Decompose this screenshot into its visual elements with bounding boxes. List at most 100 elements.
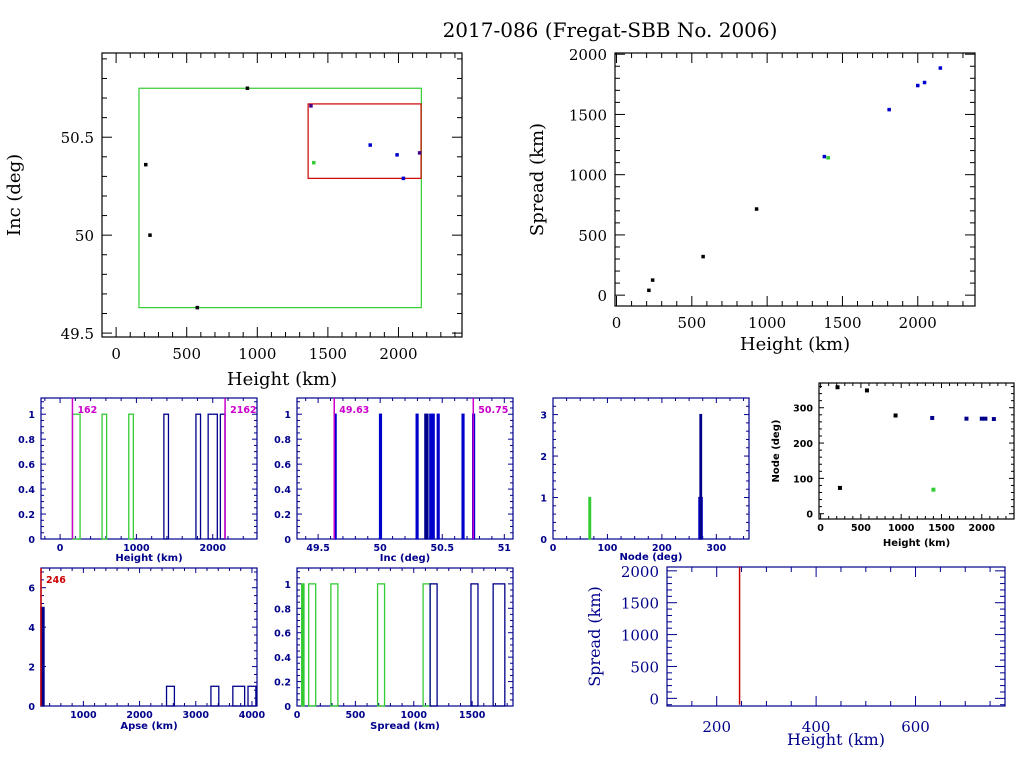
x-tick-label: 2000 (969, 523, 996, 534)
histogram-bar (210, 685, 220, 707)
x-tick-label: 0 (612, 314, 622, 332)
data-point (826, 156, 830, 160)
x-tick-label: 200 (702, 718, 731, 736)
histogram-bar (470, 583, 479, 707)
y-tick-label: 2000 (621, 563, 659, 581)
data-point (701, 254, 705, 259)
x-tick-label: 1000 (123, 543, 150, 554)
histogram-bar (165, 685, 176, 707)
x-tick-label: 49.5 (306, 543, 329, 554)
histogram-bar (128, 413, 135, 540)
x-axis-label: Height (km) (883, 538, 950, 549)
x-tick-label: 1500 (459, 710, 486, 721)
data-point (754, 207, 759, 211)
y-tick-label: 0.8 (18, 435, 35, 446)
y-tick-label: 0 (284, 535, 291, 546)
y-tick-label: 1500 (621, 595, 659, 613)
height-histogram-frame (40, 397, 258, 540)
histogram-bar (461, 413, 465, 540)
y-tick-label: 1 (284, 580, 291, 591)
spread-histogram-chart: 0 500 1000 1500 0 0.2 0.4 0.6 0.8 1 Spread (km) (274, 567, 514, 732)
marker-label: 49.63 (339, 405, 369, 416)
data-point (309, 104, 313, 108)
x-tick-label: 1000 (401, 710, 428, 721)
histogram-bar (699, 413, 703, 540)
histogram-bar (330, 583, 339, 707)
y-tick-label: 1000 (569, 167, 607, 185)
y-tick-label: 300 (793, 404, 813, 415)
histogram-bar (429, 413, 433, 540)
x-tick-label: 0 (550, 543, 557, 554)
marker-label: 162 (77, 405, 97, 416)
x-tick-label: 2000 (899, 314, 937, 332)
histogram-bar (415, 413, 419, 540)
y-tick-label: 0.2 (274, 510, 291, 521)
x-tick-label: 1500 (928, 523, 955, 534)
y-tick-label: 6 (28, 584, 35, 595)
y-tick-label: 4 (28, 623, 35, 634)
y-tick-label: 0 (284, 702, 291, 713)
node-vs-height-chart: 0 500 1000 1500 2000 0 100 200 300 Height (km) Nod… (771, 382, 1015, 549)
histogram-bar (163, 413, 170, 540)
x-axis-label: Inc (deg) (380, 553, 431, 564)
data-point (647, 288, 651, 293)
x-tick-label: 400 (802, 718, 831, 736)
x-tick-label: 2000 (379, 345, 417, 363)
node-histogram-chart: 0 100 200 300 0 1 2 3 Node (deg) (540, 397, 750, 563)
histogram-bar (301, 583, 305, 707)
data-point (893, 413, 898, 418)
y-tick-label: 500 (578, 227, 607, 245)
data-point (368, 143, 372, 147)
x-tick-label: 500 (345, 710, 365, 721)
histogram-bar (101, 413, 108, 540)
histogram-bar (424, 413, 429, 540)
marker-label: 50.75 (478, 405, 508, 416)
y-tick-label: 1 (284, 410, 291, 421)
y-tick-label: 1000 (621, 627, 659, 645)
y-tick-label: 2000 (569, 46, 607, 64)
histogram-bar (219, 413, 226, 540)
y-axis-label: Inc (deg) (4, 154, 25, 236)
y-tick-label: 100 (793, 474, 813, 485)
data-point (922, 80, 927, 85)
data-point (964, 416, 969, 421)
spread-vs-height-zoom-chart: 200 400 600 0 500 1000 1500 2000 Height (km) Spre… (585, 563, 1006, 749)
x-tick-label: 100 (598, 543, 618, 554)
y-tick-label: 0 (28, 535, 35, 546)
x-axis-label: Apse (km) (120, 721, 177, 732)
x-axis-label: Height (km) (227, 369, 337, 390)
x-tick-label: 3000 (183, 710, 210, 721)
spread-histogram-frame (296, 567, 514, 707)
data-point (822, 154, 827, 159)
y-tick-label: 0 (806, 510, 813, 521)
y-tick-label: 2 (540, 452, 547, 463)
data-point (931, 487, 936, 492)
x-axis-label: Height (km) (740, 334, 850, 355)
data-point (144, 162, 148, 167)
x-tick-label: 1000 (70, 710, 97, 721)
marker-label: 246 (46, 575, 66, 586)
node-histogram-frame (552, 397, 750, 540)
histogram-bar (247, 685, 257, 707)
histogram-bar (422, 583, 431, 707)
y-tick-label: 0.4 (274, 485, 291, 496)
y-tick-label: 3 (540, 411, 547, 422)
x-axis-label: Node (deg) (620, 552, 683, 563)
x-tick-label: 2000 (200, 543, 227, 554)
x-axis-label: Height (km) (115, 553, 182, 564)
y-tick-label: 0.8 (274, 604, 291, 615)
x-tick-label: 1500 (823, 314, 861, 332)
data-point (395, 153, 399, 157)
y-tick-label: 0.8 (274, 435, 291, 446)
histogram-bar (588, 496, 592, 540)
y-tick-label: 0 (597, 287, 607, 305)
histogram-bar (431, 413, 435, 540)
apse-histogram-frame (40, 567, 258, 707)
x-tick-label: 500 (677, 314, 706, 332)
histogram-bar (436, 413, 440, 540)
red-box (307, 103, 422, 179)
height-histogram-chart: 0 1000 2000 0 0.2 0.4 0.6 0.8 1 Height (km) 162 216… (18, 397, 258, 564)
